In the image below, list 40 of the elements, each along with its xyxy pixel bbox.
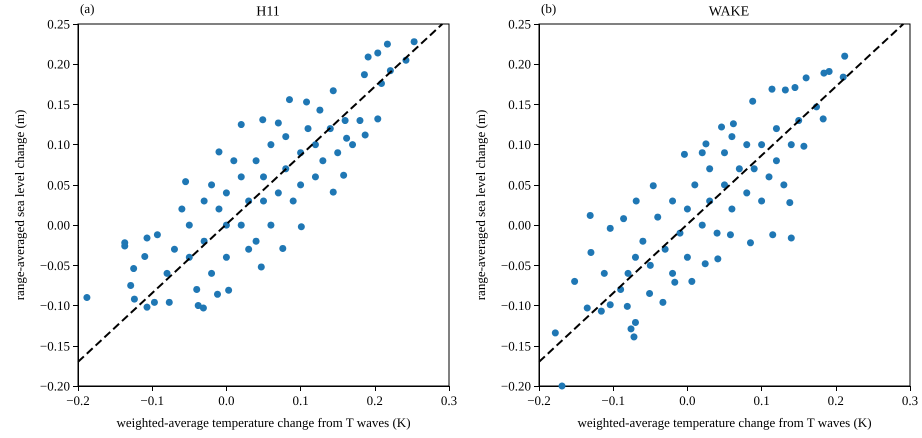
y-tick-label: 0.15 — [47, 96, 70, 112]
y-tick-label: 0.00 — [508, 218, 531, 233]
y-tick-label: −0.05 — [40, 258, 70, 273]
x-tick-label: −0.2 — [527, 393, 551, 408]
x-tick-label: 0.0 — [218, 393, 235, 408]
x-axis-title: weighted-average temperature change from T waves (K) — [116, 415, 411, 430]
x-tick-label: 0.1 — [292, 393, 309, 408]
x-tick-label: 0.1 — [753, 393, 770, 408]
y-tick-label: −0.10 — [500, 298, 531, 314]
y-axis-title: range-averaged sea level change (m) — [473, 110, 488, 300]
y-tick-label: −0.20 — [40, 378, 70, 394]
y-tick-label: 0.05 — [47, 177, 70, 192]
x-tick-label: 0.2 — [366, 393, 383, 408]
y-tick-label: 0.15 — [508, 96, 531, 112]
x-axis-title: weighted-average temperature change from T waves (K) — [577, 415, 872, 430]
y-tick-label: 0.20 — [47, 56, 70, 72]
chart-title: WAKE — [708, 4, 750, 20]
y-tick-label: −0.10 — [40, 298, 70, 314]
y-tick-label: 0.10 — [508, 137, 531, 152]
y-tick-label: 0.10 — [47, 137, 70, 152]
y-tick-label: 0.25 — [47, 16, 70, 32]
x-tick-label: −0.2 — [66, 393, 90, 408]
x-tick-label: −0.1 — [601, 393, 625, 408]
text: (b) — [541, 1, 556, 16]
chart-title: H11 — [256, 4, 280, 20]
y-tick-label: −0.05 — [500, 258, 531, 273]
y-tick-label: 0.00 — [47, 218, 70, 233]
y-tick-label: 0.05 — [508, 177, 531, 192]
y-axis-title: range-averaged sea level change (m) — [12, 110, 27, 300]
y-tick-label: −0.15 — [40, 338, 70, 354]
x-tick-label: −0.1 — [140, 393, 164, 408]
y-tick-label: 0.20 — [508, 56, 531, 72]
x-tick-label: 0.2 — [828, 393, 844, 408]
y-tick-label: −0.20 — [500, 378, 531, 394]
x-tick-label: 0.0 — [679, 393, 696, 408]
x-tick-label: 0.3 — [902, 393, 918, 408]
text: (a) — [80, 1, 94, 16]
y-tick-label: 0.25 — [508, 16, 531, 32]
y-tick-label: −0.15 — [500, 338, 531, 354]
x-tick-label: 0.3 — [440, 393, 458, 408]
